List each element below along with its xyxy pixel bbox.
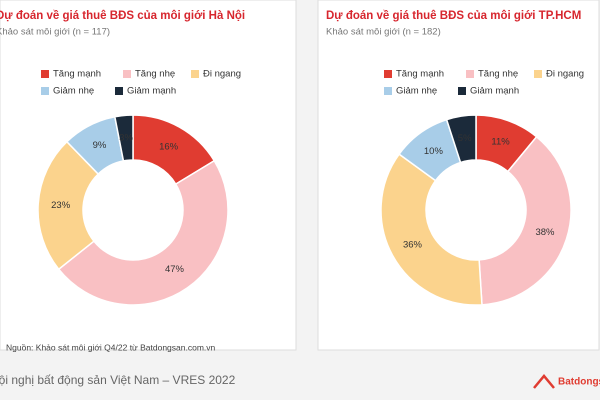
donut-slice	[478, 135, 572, 306]
legend-label: Giảm nhẹ	[396, 86, 437, 97]
legend-label: Đi ngang	[203, 69, 241, 80]
chart-subtitle: Khảo sát môi giới (n = 117)	[0, 27, 110, 38]
donut-slice	[113, 114, 134, 162]
legend-label: Giảm mạnh	[470, 86, 519, 97]
legend-swatch	[41, 70, 49, 78]
logo-icon	[533, 374, 555, 389]
chart-title: Dự đoán về giá thuê BĐS của môi giới Hà …	[0, 10, 245, 22]
legend-swatch	[123, 70, 131, 78]
data-label: 47%	[165, 264, 185, 275]
data-label: 5%	[458, 133, 472, 144]
legend-label: Giảm mạnh	[127, 86, 176, 97]
legend-label: Tăng nhẹ	[478, 69, 518, 80]
chart-subtitle: Khảo sát môi giới (n = 182)	[326, 27, 441, 38]
data-label: 3%	[119, 132, 133, 143]
donut-slice	[380, 153, 483, 306]
donut-slice	[37, 140, 100, 271]
donut-slice	[57, 159, 229, 306]
legend-swatch	[534, 70, 542, 78]
legend-swatch	[384, 87, 392, 95]
legend-swatch	[466, 70, 474, 78]
legend-label: Tăng nhẹ	[135, 69, 175, 80]
source: Nguồn: Khảo sát môi giới Q4/22 từ Batdon…	[6, 342, 216, 352]
legend-swatch	[458, 87, 466, 95]
legend-label: Đi ngang	[546, 69, 584, 80]
data-label: 36%	[403, 239, 423, 250]
legend-label: Giảm nhẹ	[53, 86, 94, 97]
logo: Batdongsan.com.vn	[533, 374, 600, 389]
data-label: 16%	[159, 141, 179, 152]
data-label: 10%	[424, 146, 444, 157]
data-label: 9%	[93, 140, 107, 151]
legend-swatch	[191, 70, 199, 78]
legend-swatch	[115, 87, 123, 95]
legend-swatch	[384, 70, 392, 78]
data-label: 11%	[491, 136, 510, 147]
logo-text: Batdongsan.com.vn	[558, 377, 600, 388]
legend-swatch	[41, 87, 49, 95]
footer: Hội nghị bất động sản Việt Nam – VRES 20…	[0, 373, 236, 387]
data-label: 23%	[51, 200, 71, 211]
legend-label: Tăng mạnh	[53, 69, 101, 80]
data-label: 38%	[535, 227, 555, 238]
chart-title: Dự đoán về giá thuê BĐS của môi giới TP.…	[326, 10, 581, 22]
legend-label: Tăng mạnh	[396, 69, 444, 80]
donut-slice	[445, 114, 477, 164]
